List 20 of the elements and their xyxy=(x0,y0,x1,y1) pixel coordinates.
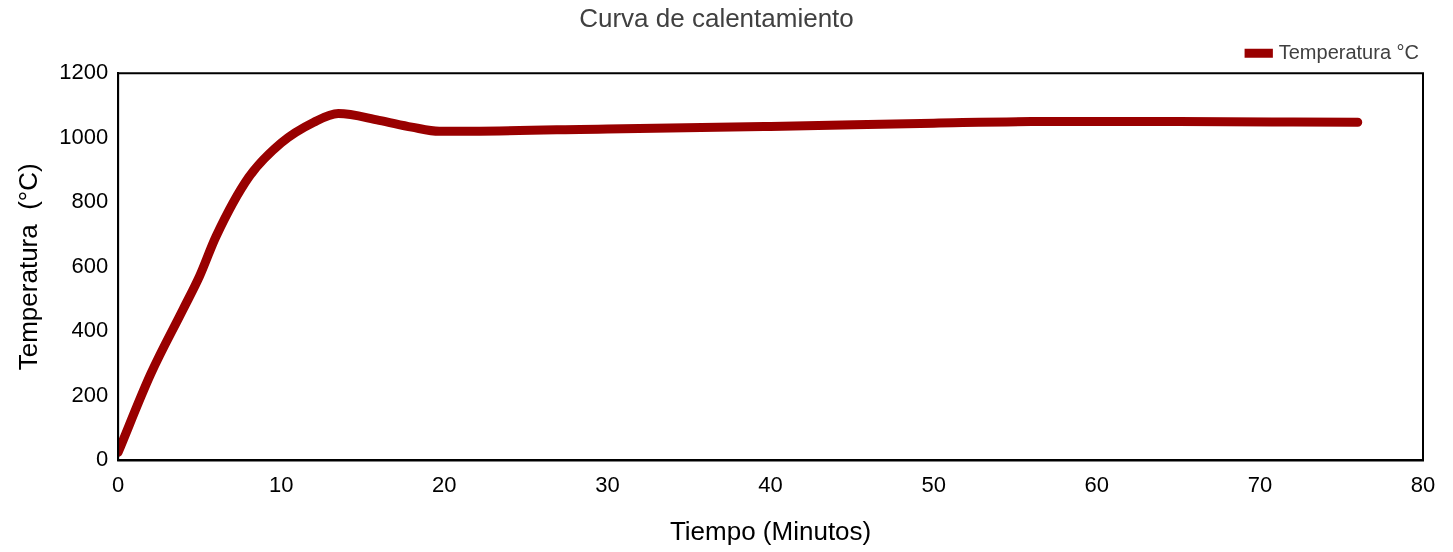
x-tick-label: 70 xyxy=(1247,471,1273,497)
y-tick-label: 1000 xyxy=(59,123,109,149)
chart-title: Curva de calentamiento xyxy=(579,2,854,33)
x-tick-label: 80 xyxy=(1410,471,1436,497)
x-tick-label: 30 xyxy=(595,471,620,497)
y-tick-label: 0 xyxy=(95,446,109,472)
y-axis-title: Temperatura (°C) xyxy=(12,163,43,371)
y-tick-label: 600 xyxy=(71,252,109,278)
y-tick-label: 800 xyxy=(71,188,109,214)
x-axis-title: Tiempo (Minutos) xyxy=(669,515,872,546)
y-tick-label: 1200 xyxy=(59,59,109,85)
x-tick-label: 50 xyxy=(921,471,946,497)
x-tick-label: 40 xyxy=(758,471,783,497)
y-tick-label: 200 xyxy=(71,381,109,407)
x-tick-label: 0 xyxy=(112,471,125,497)
x-tick-label: 60 xyxy=(1084,471,1110,497)
x-tick-label: 10 xyxy=(269,471,294,497)
y-tick-label: 400 xyxy=(71,317,109,343)
x-tick-label: 20 xyxy=(432,471,457,497)
legend-label: Temperatura °C xyxy=(1278,40,1420,63)
